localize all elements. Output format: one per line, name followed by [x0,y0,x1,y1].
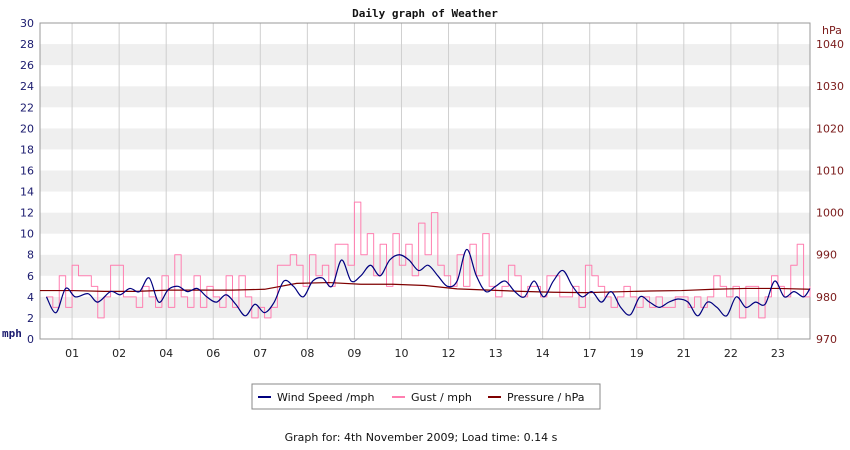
x-tick-label: 21 [677,347,691,360]
y-right-tick-label: 980 [816,291,837,304]
y-left-tick-label: 28 [20,38,34,51]
x-tick-label: 13 [489,347,503,360]
y-left-tick-label: 30 [20,17,34,30]
y-right-tick-label: 970 [816,333,837,346]
x-tick-label: 09 [347,347,361,360]
x-tick-label: 10 [394,347,408,360]
y-left-tick-label: 22 [20,101,34,114]
y-right-tick-label: 990 [816,249,837,262]
legend-box [251,383,601,410]
y-right-unit: hPa [822,24,842,37]
x-tick-label: 17 [583,347,597,360]
y-right-tick-label: 1030 [816,80,844,93]
y-left-tick-label: 24 [20,80,34,93]
x-tick-label: 04 [159,347,173,360]
x-tick-label: 19 [630,347,644,360]
x-tick-label: 22 [724,347,738,360]
y-right-tick-label: 1020 [816,122,844,135]
y-right-tick-label: 1000 [816,207,844,220]
grid-band [40,149,810,171]
y-left-tick-label: 18 [20,143,34,156]
grid-band [40,170,810,192]
grid-band [40,254,810,276]
y-left-tick-label: 0 [27,333,34,346]
y-left-unit: mph [2,327,22,340]
x-tick-label: 01 [65,347,79,360]
legend-label-pressure: Pressure / hPa [507,391,585,404]
plot-frame [39,22,811,340]
footer-text: Graph for: 4th November 2009; Load time:… [285,431,558,444]
x-tick-label: 06 [206,347,220,360]
y-left-tick-label: 10 [20,228,34,241]
grid-band [40,128,810,150]
series-lines [40,201,811,319]
legend-label-wind: Wind Speed /mph [277,391,375,404]
grid-band [40,86,810,108]
chart-title: Daily graph of Weather [352,7,498,20]
y-axis-right: 970 980 990 1000 1010 1020 1030 1040 [816,38,844,346]
x-tick-label: 08 [300,347,314,360]
x-tick-label: 23 [771,347,785,360]
x-tick-label: 07 [253,347,267,360]
y-right-tick-label: 1040 [816,38,844,51]
grid-band [40,107,810,129]
y-right-tick-label: 1010 [816,164,844,177]
x-axis: 01 02 04 06 07 08 09 10 12 13 14 17 19 21 22 23 [65,347,785,360]
plot-bands [40,23,810,339]
grid-band [40,44,810,66]
series-line-gust [46,201,811,319]
y-left-tick-label: 6 [27,270,34,283]
grid-band [40,65,810,87]
y-left-tick-label: 12 [20,207,34,220]
y-left-tick-label: 4 [27,291,34,304]
grid-band [40,191,810,213]
y-left-tick-label: 26 [20,59,34,72]
grid-band [40,23,810,45]
grid-band [40,317,810,339]
x-tick-label: 02 [112,347,126,360]
y-left-tick-label: 8 [27,249,34,262]
legend: Wind Speed /mph Gust / mph Pressure / hP… [251,383,601,410]
y-left-tick-label: 16 [20,164,34,177]
legend-label-gust: Gust / mph [411,391,472,404]
y-left-tick-label: 2 [27,312,34,325]
x-tick-label: 14 [536,347,550,360]
x-tick-label: 12 [442,347,456,360]
y-left-tick-label: 14 [20,186,34,199]
series-line-wind [45,248,811,317]
y-left-tick-label: 20 [20,122,34,135]
